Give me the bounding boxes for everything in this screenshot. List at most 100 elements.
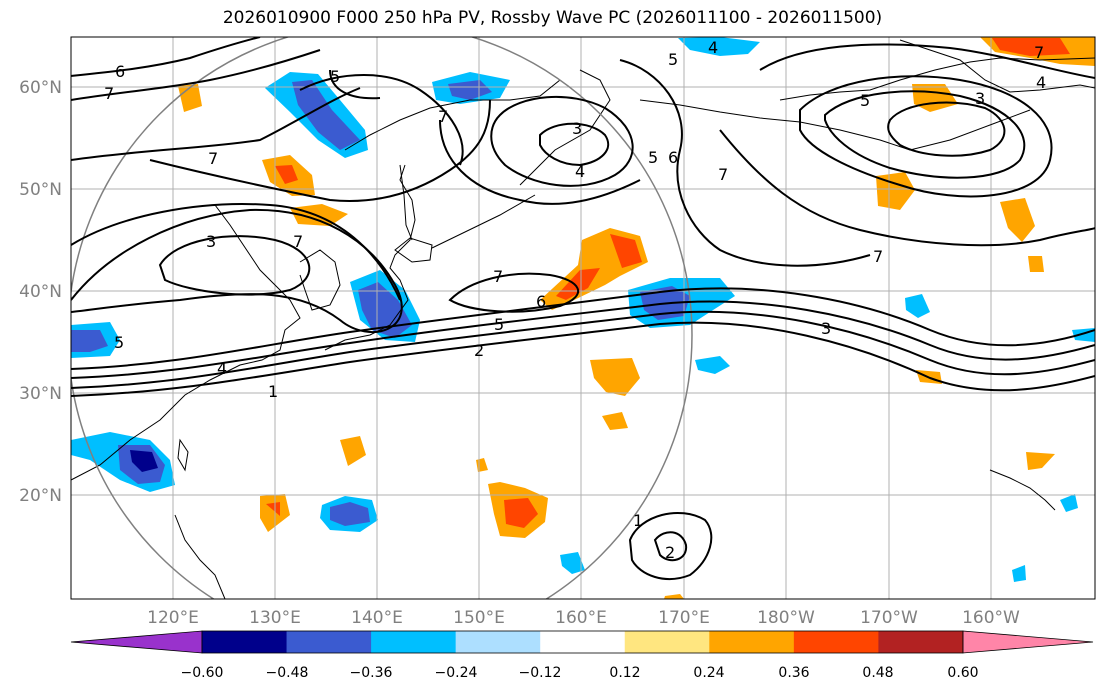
positive-anomaly	[1026, 452, 1055, 470]
lat-tick-labels: 60°N 50°N 40°N 30°N 20°N	[19, 78, 62, 506]
positive-anomaly	[1028, 256, 1044, 272]
pv-contour	[71, 37, 261, 77]
contour-label: 7	[208, 149, 218, 168]
lat-label: 30°N	[19, 384, 62, 404]
coastline-japan	[324, 164, 416, 351]
pv-contour	[329, 69, 381, 100]
colorbar-segment	[455, 631, 541, 653]
coastline-china	[71, 204, 301, 481]
negative-anomaly	[292, 80, 360, 150]
negative-anomaly	[1012, 565, 1026, 582]
pv-contour	[71, 300, 1095, 379]
contour-label: 4	[217, 359, 227, 378]
lon-label: 170°E	[658, 608, 710, 628]
negative-anomaly	[560, 552, 585, 574]
pv-contour	[799, 75, 1053, 198]
contour-label: 5	[494, 315, 504, 334]
colorbar	[70, 630, 1094, 654]
colorbar-label: −0.60	[181, 665, 224, 681]
coastline-aleutians	[639, 99, 1031, 151]
coastline-taiwan	[177, 438, 189, 472]
contour-label: 3	[572, 119, 582, 138]
colorbar-label: −0.24	[435, 665, 478, 681]
positive-anomaly	[590, 358, 640, 396]
pv-contour	[299, 74, 464, 166]
positive-anomaly	[556, 268, 600, 300]
contour-label: 4	[575, 162, 585, 181]
contour-label: 2	[474, 341, 484, 360]
pv-contour	[448, 272, 580, 313]
pv-contour	[490, 95, 634, 187]
contour-label: 5	[648, 148, 658, 167]
lon-label: 130°E	[249, 608, 301, 628]
colorbar-label: 0.36	[778, 665, 809, 681]
colorbar-segment	[709, 631, 795, 653]
positive-anomaly	[178, 84, 202, 112]
contour-label: 5	[668, 50, 678, 69]
contour-label: 7	[293, 232, 303, 251]
contour-label: 1	[633, 511, 643, 530]
pv-contour	[149, 99, 491, 202]
lon-label: 120°E	[147, 608, 199, 628]
colorbar-extend-high	[962, 630, 1094, 654]
contour-label: 7	[1034, 43, 1044, 62]
pv-contour	[759, 43, 1095, 79]
pv-contour	[653, 531, 688, 562]
colorbar-segment	[202, 631, 288, 653]
lat-label: 50°N	[19, 180, 62, 200]
negative-anomaly	[1060, 494, 1078, 512]
positive-anomaly	[290, 204, 348, 226]
pv-contour	[71, 208, 403, 334]
lon-label: 150°E	[453, 608, 505, 628]
positive-anomaly	[602, 412, 628, 430]
positive-anomaly	[340, 436, 366, 466]
negative-anomaly	[358, 282, 412, 338]
negative-anomaly	[71, 330, 108, 352]
negative-anomaly	[695, 356, 730, 374]
colorbar-label: −0.36	[350, 665, 393, 681]
positive-anomaly	[1000, 198, 1035, 242]
pv-contours	[71, 37, 1095, 580]
colorbar-label: 0.60	[947, 665, 978, 681]
colorbar-frame	[201, 630, 964, 654]
plot-area	[71, 37, 1095, 599]
colorbar-segment	[878, 631, 964, 653]
pv-contour	[887, 101, 1006, 157]
positive-anomaly	[992, 38, 1070, 56]
contour-label: 7	[718, 165, 728, 184]
contour-label: 7	[873, 247, 883, 266]
negative-anomaly	[905, 294, 930, 318]
lon-label: 170°W	[860, 608, 918, 628]
pv-contour	[619, 59, 871, 267]
map-title: 2026010900 F000 250 hPa PV, Rossby Wave …	[222, 8, 883, 28]
contour-label: 3	[821, 319, 831, 338]
pv-contour	[71, 321, 1095, 397]
contour-label: 7	[104, 84, 114, 103]
colorbar-label: −0.48	[266, 665, 309, 681]
pv-contour	[824, 90, 1026, 179]
lon-label: 160°E	[555, 608, 607, 628]
contour-label: 3	[206, 232, 216, 251]
pv-contour	[628, 511, 713, 580]
contour-label: 7	[438, 107, 448, 126]
contour-label: 1	[268, 382, 278, 401]
contour-label: 4	[708, 38, 718, 57]
lon-label: 180°W	[757, 608, 815, 628]
negative-anomaly	[130, 450, 158, 472]
gridlines	[71, 37, 1095, 599]
coastline-hokkaido	[394, 237, 433, 263]
pv-contour	[71, 49, 321, 101]
contour-label: 6	[668, 148, 678, 167]
colorbar-label: 0.24	[693, 665, 724, 681]
lat-label: 20°N	[19, 486, 62, 506]
pv-contour	[71, 310, 1095, 389]
coastline-alaska-north	[899, 39, 1095, 93]
contour-label: 3	[975, 89, 985, 108]
contour-labels: 6 7 5 4 7 7 3 4 5 6 7 3 7 7 6 5 2 4 1 5 …	[104, 38, 1046, 562]
negative-anomaly	[448, 80, 492, 100]
radius-circle	[71, 37, 693, 599]
colorbar-extend-low	[70, 630, 203, 654]
pv-contour	[439, 119, 641, 205]
contour-label: 6	[536, 292, 546, 311]
